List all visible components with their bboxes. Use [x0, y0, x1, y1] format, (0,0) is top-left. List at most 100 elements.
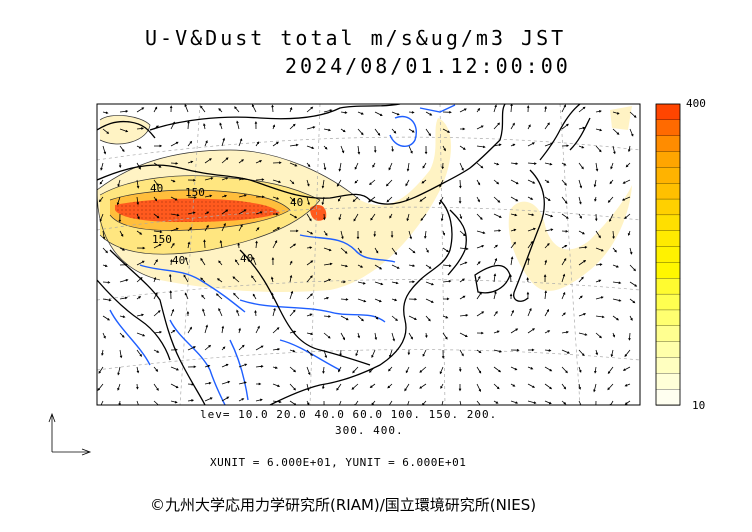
- wind-arrow: [289, 400, 297, 405]
- wind-arrow: [201, 294, 206, 300]
- wind-arrow: [354, 162, 359, 170]
- wind-arrow: [351, 383, 359, 390]
- wind-arrow: [405, 366, 410, 374]
- wind-arrow: [624, 213, 631, 219]
- wind-arrow: [102, 332, 106, 339]
- wind-arrow: [371, 400, 376, 405]
- wind-arrow: [476, 311, 485, 317]
- wind-arrow: [476, 125, 484, 130]
- wind-arrow: [153, 125, 159, 130]
- wind-arrow: [221, 325, 225, 334]
- wind-arrow: [374, 298, 382, 303]
- wind-arrow: [306, 196, 310, 206]
- wind-arrow: [408, 332, 413, 340]
- wind-arrow: [119, 296, 128, 300]
- wind-arrow: [629, 128, 634, 137]
- wind-arrow: [391, 145, 394, 152]
- wind-arrow: [578, 162, 584, 170]
- wind-arrow: [561, 383, 567, 390]
- wind-arrow: [97, 383, 104, 391]
- wind-arrow: [459, 230, 466, 237]
- wind-arrow: [153, 243, 162, 249]
- wind-arrow: [544, 349, 552, 352]
- wind-arrow: [527, 240, 534, 249]
- wind-arrow: [544, 259, 547, 266]
- wind-arrow: [357, 298, 367, 303]
- wind-arrow: [607, 196, 614, 203]
- wind-arrow: [405, 179, 410, 187]
- wind-arrow: [221, 194, 228, 198]
- colorbar-swatch: [655, 293, 681, 311]
- wind-arrow: [272, 227, 281, 232]
- dust-area-ne: [610, 106, 632, 130]
- wind-arrow: [624, 383, 631, 387]
- wind-arrow: [237, 242, 240, 249]
- wind-arrow: [272, 141, 279, 147]
- wind-arrow: [391, 128, 397, 134]
- wind-arrow: [421, 179, 427, 184]
- wind-arrow: [354, 179, 359, 184]
- wind-arrow: [215, 293, 223, 300]
- wind-arrow: [136, 230, 143, 235]
- plot-frame: [96, 103, 641, 406]
- wind-arrow: [170, 162, 179, 165]
- wind-arrow: [561, 366, 568, 374]
- wind-arrow: [255, 398, 263, 402]
- wind-arrow: [136, 296, 142, 300]
- wind-arrow: [356, 231, 360, 240]
- wind-arrow: [595, 315, 605, 319]
- wind-arrow: [272, 366, 278, 369]
- wind-arrow: [373, 145, 377, 153]
- wind-arrow: [170, 121, 175, 130]
- wind-arrow: [442, 297, 450, 301]
- wind-arrow: [561, 123, 569, 130]
- chart-title: U-V&Dust total m/s&ug/m3 JST: [145, 26, 567, 50]
- wind-arrow: [238, 363, 248, 368]
- wind-arrow: [136, 349, 143, 357]
- wind-arrow: [251, 104, 257, 113]
- wind-arrow: [289, 162, 298, 167]
- wind-arrow: [187, 178, 196, 182]
- wind-arrow: [170, 400, 178, 404]
- wind-arrow: [476, 230, 486, 234]
- wind-arrow: [238, 209, 247, 215]
- wind-arrow: [306, 145, 315, 149]
- wind-arrow: [136, 162, 141, 170]
- colorbar-swatch: [655, 183, 681, 200]
- wind-arrow: [221, 137, 225, 147]
- wind-arrow: [387, 383, 393, 389]
- wind-arrow: [595, 247, 604, 252]
- wind-arrow: [289, 330, 297, 334]
- wind-arrow: [357, 145, 361, 155]
- wind-arrow: [170, 242, 175, 249]
- wind-arrow: [595, 128, 603, 132]
- wind-arrow: [153, 383, 159, 391]
- wind-arrow: [406, 213, 410, 222]
- wind-arrow: [425, 111, 433, 116]
- wind-arrow: [408, 145, 413, 154]
- wind-arrow: [561, 312, 566, 317]
- wind-arrow: [578, 400, 582, 405]
- wind-arrow: [386, 196, 393, 203]
- wind-arrow: [593, 179, 597, 188]
- wind-arrow: [527, 328, 535, 334]
- wind-arrow: [204, 224, 209, 232]
- wind-arrow: [422, 349, 427, 357]
- wind-arrow: [594, 213, 598, 222]
- wind-arrow: [390, 230, 394, 238]
- wind-arrow: [527, 348, 535, 352]
- wind-arrow: [136, 313, 145, 317]
- wind-arrow: [628, 332, 631, 341]
- wind-arrow: [527, 227, 536, 232]
- wind-arrow: [425, 298, 434, 303]
- wind-arrow: [460, 127, 466, 131]
- wind-arrow: [510, 213, 518, 217]
- wind-arrow: [118, 162, 122, 169]
- colorbar-swatch: [655, 151, 681, 169]
- wind-arrow: [323, 162, 327, 171]
- wind-arrow: [187, 211, 196, 215]
- wind-arrow: [136, 332, 146, 337]
- colorbar-swatch: [655, 341, 681, 359]
- wind-arrow: [459, 349, 464, 357]
- wind-arrow: [136, 383, 139, 390]
